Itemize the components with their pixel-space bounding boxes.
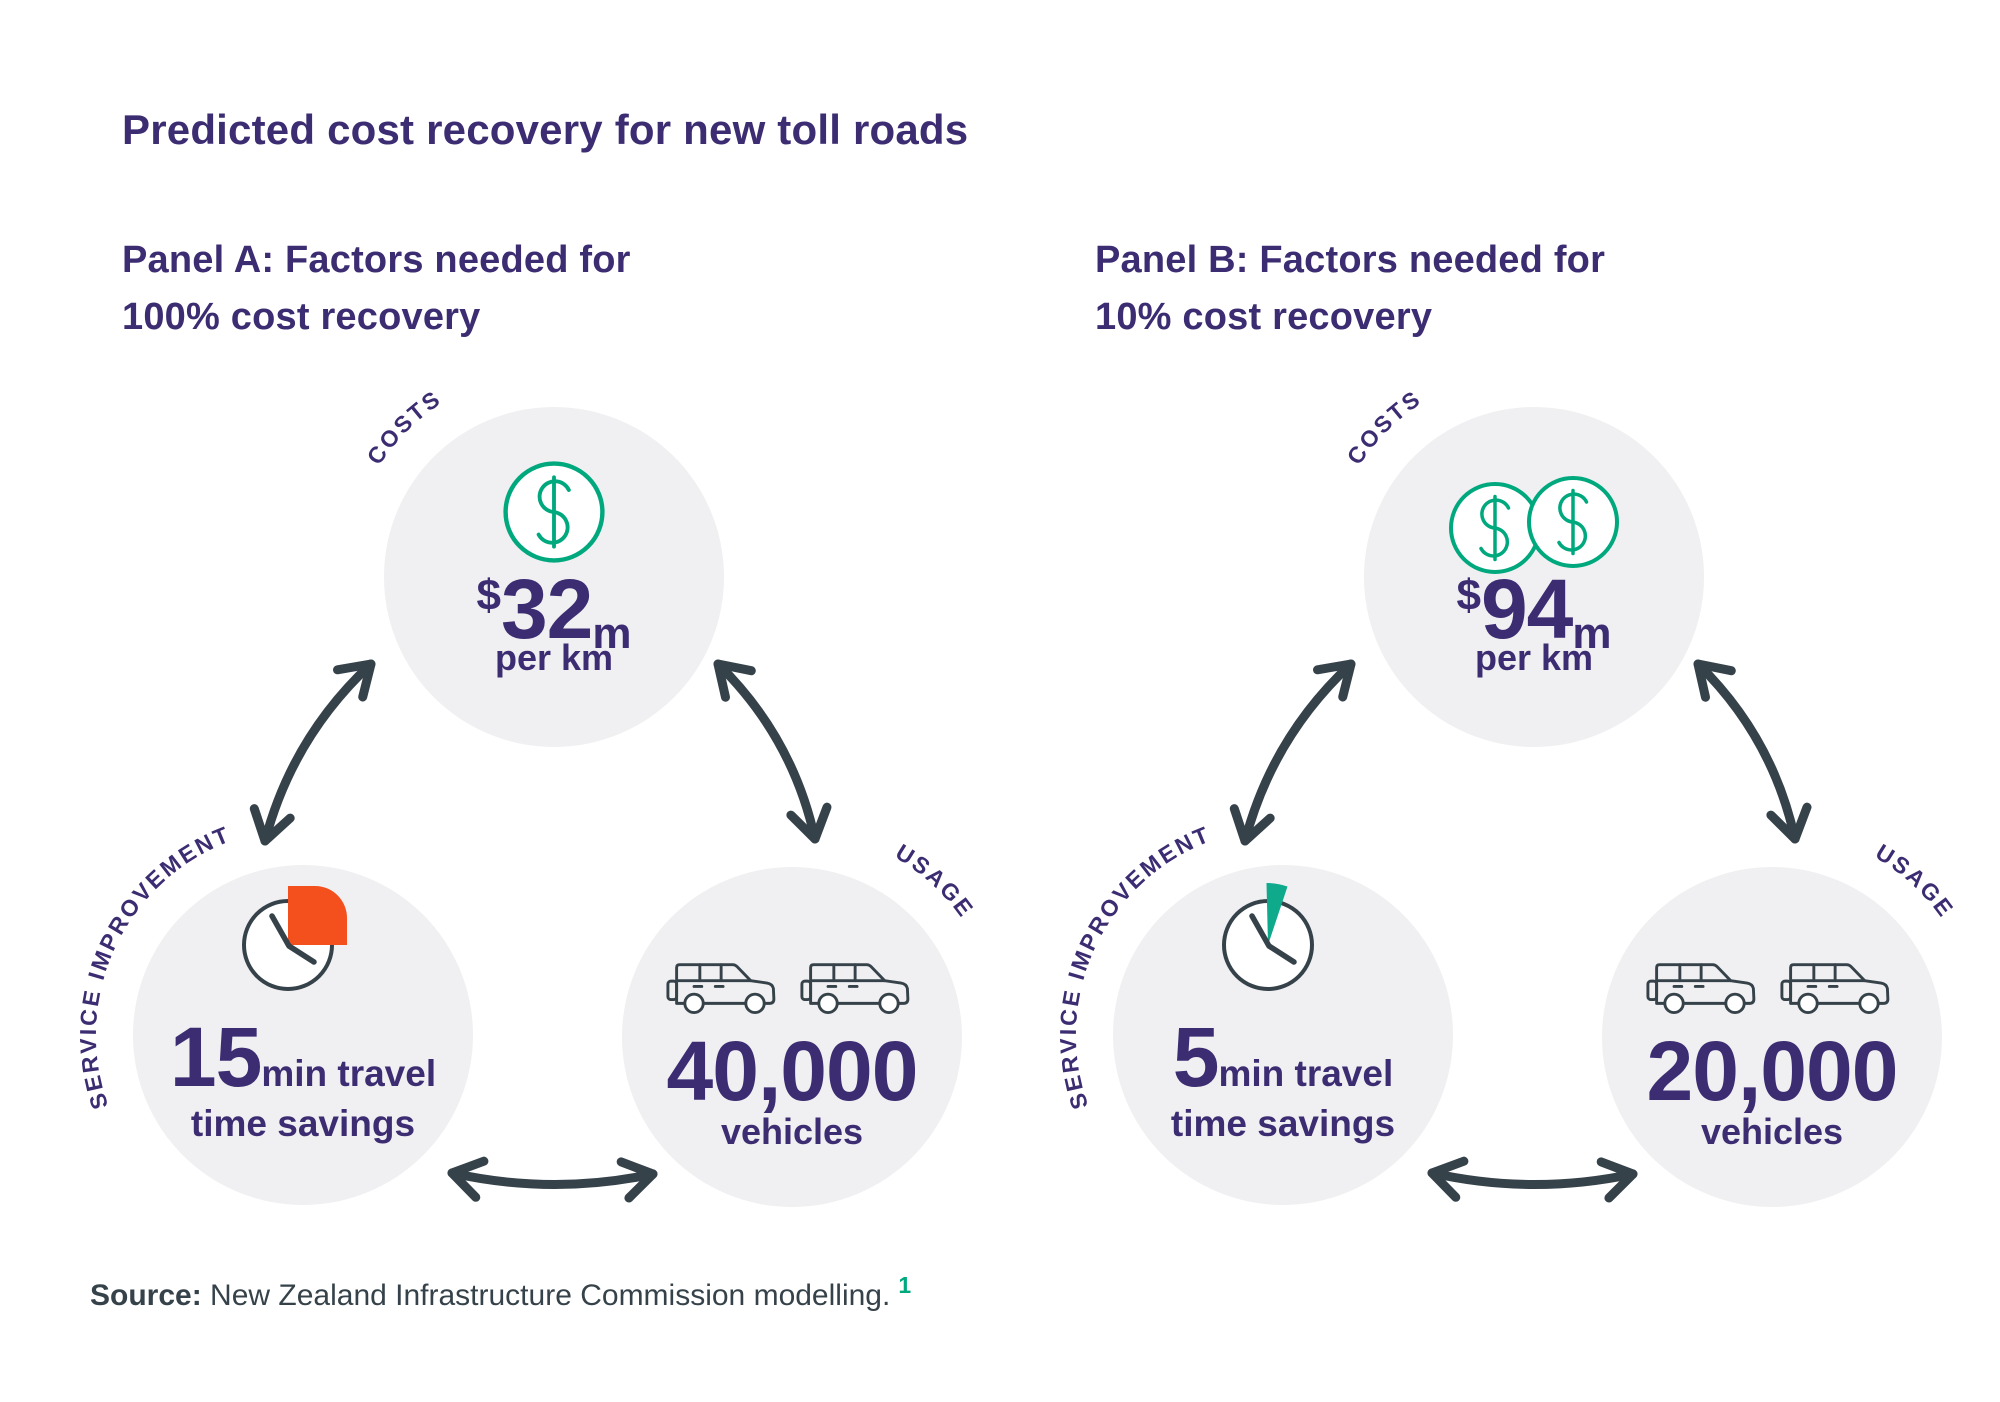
time-saving-value: 15: [169, 1010, 262, 1104]
panel-a-cost-value: $ 32 m: [384, 562, 724, 656]
panel-a-vehicle-count: 40,000: [666, 1024, 919, 1118]
source-line: Source: New Zealand Infrastructure Commi…: [90, 1272, 911, 1313]
panel-b-costs-circle: $ 94 m per km: [1364, 407, 1704, 747]
panel-a-cost-unit: per km: [494, 637, 614, 678]
footnote-marker: 1: [898, 1272, 912, 1298]
panel-a-vehicle-unit: vehicles: [720, 1111, 864, 1152]
cost-amount: 94: [1480, 562, 1573, 656]
panel-a-service-circle: 15 min travel time savings: [133, 865, 473, 1205]
panel-b-arrow-costs-usage: [1693, 659, 1812, 844]
page-title: Predicted cost recovery for new toll roa…: [122, 106, 969, 153]
currency-symbol: $: [476, 571, 501, 620]
source-label: Source:: [90, 1279, 202, 1312]
car-row: [1602, 953, 1942, 1017]
panel-b-time-saving: 5 min travel: [1113, 1015, 1453, 1099]
panel-a-arrow-service-costs: [249, 659, 376, 846]
time-saving-label: min travel: [1218, 1053, 1394, 1094]
car-icon: [1780, 963, 1890, 1015]
panel-b-arrow-usage-service: [1427, 1156, 1638, 1203]
panel-b-service-circle: 5 min travel time savings: [1113, 865, 1453, 1205]
time-saving-value: 5: [1172, 1010, 1220, 1104]
panel-a-heading-line1: Panel A: Factors needed for: [122, 239, 631, 281]
panel-b-vehicle-unit: vehicles: [1700, 1111, 1844, 1152]
panel-a-time-saving: 15 min travel: [133, 1015, 473, 1099]
panel-a-heading-line2: 100% cost recovery: [122, 296, 481, 338]
panel-b-heading-line2: 10% cost recovery: [1095, 296, 1433, 338]
five-min-wedge: [1266, 882, 1288, 945]
panel-b-time-saving-label2: time savings: [1170, 1103, 1396, 1144]
panel-b-cost-unit: per km: [1474, 637, 1594, 678]
panel-b-heading: Panel B: Factors needed for 10% cost rec…: [1095, 232, 1605, 346]
source-text: New Zealand Infrastructure Commission mo…: [210, 1279, 891, 1312]
car-row: [622, 953, 962, 1017]
panel-b-vehicle-count: 20,000: [1646, 1024, 1899, 1118]
panel-b-heading-line1: Panel B: Factors needed for: [1095, 239, 1606, 281]
panel-a-costs-circle: $ 32 m per km: [384, 407, 724, 747]
car-icon: [1646, 963, 1756, 1015]
panel-b-usage-circle: 20,000 vehicles: [1602, 867, 1942, 1207]
panel-a-heading: Panel A: Factors needed for 100% cost re…: [122, 232, 631, 346]
clock-hands: [269, 913, 317, 965]
dollar-coin-icon: [499, 457, 609, 567]
panel-a-time-saving-label2: time savings: [190, 1103, 416, 1144]
panel-b-arrow-service-costs: [1229, 659, 1356, 846]
quarter-hour-wedge: [288, 886, 347, 945]
panel-a-arrow-usage-service: [447, 1156, 658, 1203]
currency-symbol: $: [1456, 571, 1481, 620]
cost-amount: 32: [500, 562, 593, 656]
clock-icon: [1222, 882, 1314, 991]
car-icon: [666, 963, 776, 1015]
panel-a-arrow-costs-usage: [713, 659, 832, 844]
time-saving-label: min travel: [261, 1053, 437, 1094]
clock-hands: [1249, 913, 1297, 965]
car-icon: [800, 963, 910, 1015]
clock-icon: [242, 886, 347, 991]
panel-a-usage-circle: 40,000 vehicles: [622, 867, 962, 1207]
